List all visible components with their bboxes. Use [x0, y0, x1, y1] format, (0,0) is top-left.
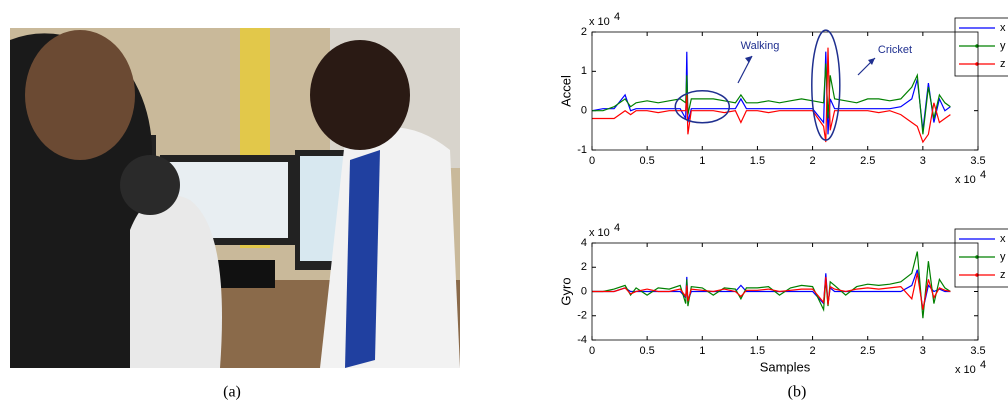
annotation-text: Walking: [741, 40, 780, 52]
x-tick-label: 1: [699, 345, 705, 357]
axis-exponent: 4: [980, 359, 986, 371]
x-tick-label: 2.5: [860, 345, 875, 357]
axis-multiplier: x 10: [955, 364, 976, 376]
x-tick-label: 0.5: [639, 345, 654, 357]
plot-area: [592, 32, 978, 150]
x-tick-label: 1.5: [750, 345, 765, 357]
axis-exponent: 4: [614, 222, 620, 234]
x-tick-label: 0: [589, 345, 595, 357]
y-axis-label: Accel: [558, 75, 573, 107]
legend-label: y: [1000, 251, 1006, 263]
y-tick-label: -2: [577, 310, 587, 322]
x-tick-label: 0: [589, 155, 595, 167]
x-tick-label: 3: [920, 155, 926, 167]
axis-exponent: 4: [614, 11, 620, 23]
caption: (a): [223, 384, 241, 401]
y-tick-label: 0: [581, 105, 587, 117]
x-tick-label: 1: [699, 155, 705, 167]
axis-multiplier: x 10: [589, 16, 610, 28]
photo-person-middle: [130, 194, 222, 368]
axis-multiplier: x 10: [955, 174, 976, 186]
annotation-arrowhead: [745, 56, 752, 63]
x-tick-label: 2: [810, 345, 816, 357]
caption: (b): [788, 384, 807, 401]
legend-label: z: [1000, 58, 1006, 70]
annotation-text: Cricket: [878, 44, 912, 56]
x-tick-label: 3.5: [970, 345, 985, 357]
legend-label: x: [1000, 233, 1006, 245]
photo-head-right: [310, 40, 410, 150]
y-tick-label: 0: [581, 285, 587, 297]
y-axis-label: Gyro: [558, 277, 573, 305]
x-tick-label: 2: [810, 155, 816, 167]
y-tick-label: 4: [581, 237, 587, 249]
y-tick-label: -4: [577, 334, 587, 346]
y-tick-label: -1: [577, 144, 587, 156]
photo-head-left: [25, 30, 135, 160]
annotation-ellipse: [674, 89, 731, 124]
photo-head-middle: [120, 155, 180, 215]
axis-exponent: 4: [980, 169, 986, 181]
legend-label: z: [1000, 269, 1006, 281]
series-line: [592, 63, 951, 135]
x-tick-label: 1.5: [750, 155, 765, 167]
y-tick-label: 2: [581, 26, 587, 38]
series-line: [592, 251, 951, 319]
x-tick-label: 3: [920, 345, 926, 357]
annotation-arrowhead: [868, 58, 875, 65]
series-line: [592, 273, 951, 310]
plot-frame: [591, 242, 979, 341]
x-tick-label: 3.5: [970, 155, 985, 167]
x-tick-label: 0.5: [639, 155, 654, 167]
axis-multiplier: x 10: [589, 227, 610, 239]
y-tick-label: 2: [581, 261, 587, 273]
annotation-ellipse: [811, 29, 841, 141]
y-tick-label: 1: [581, 65, 587, 77]
legend-label: y: [1000, 40, 1006, 52]
legend-label: x: [1000, 22, 1006, 34]
plot-frame: [591, 31, 979, 151]
series-line: [592, 51, 951, 135]
series-line: [592, 47, 951, 144]
x-axis-label: Samples: [760, 359, 811, 374]
photo: [10, 28, 460, 368]
x-tick-label: 2.5: [860, 155, 875, 167]
photo-shirt-stripe: [345, 150, 380, 368]
